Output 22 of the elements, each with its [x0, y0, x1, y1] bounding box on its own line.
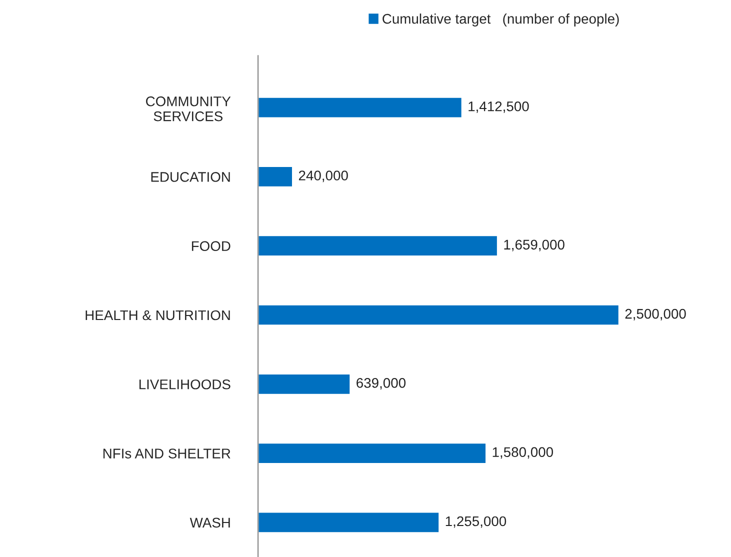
bar — [258, 304, 620, 326]
bar — [258, 234, 498, 257]
bar — [258, 511, 440, 534]
bar — [258, 373, 352, 396]
bar — [258, 442, 487, 464]
y-tick-label: COMMUNITY SERVICES — [146, 96, 231, 122]
legend-label: Cumulative target (number of people) — [382, 14, 619, 26]
y-tick-label: FOOD — [192, 241, 230, 252]
y-tick-label: NFIs AND SHELTER — [103, 448, 230, 458]
data-label: 639,000 — [356, 378, 406, 390]
data-label: 1,255,000 — [446, 516, 506, 528]
y-tick-label: EDUCATION — [151, 172, 230, 182]
data-label: 1,412,500 — [468, 101, 529, 113]
y-tick-label: WASH — [190, 518, 230, 528]
data-label: 2,500,000 — [625, 308, 686, 320]
y-tick-label: LIVELIHOODS — [139, 379, 230, 390]
bar — [258, 166, 294, 188]
data-label: 1,659,000 — [504, 240, 564, 252]
y-tick-label: HEALTH & NUTRITION — [86, 310, 230, 320]
data-label: 240,000 — [298, 170, 348, 182]
bar — [258, 96, 463, 119]
data-label: 1,580,000 — [492, 447, 554, 459]
